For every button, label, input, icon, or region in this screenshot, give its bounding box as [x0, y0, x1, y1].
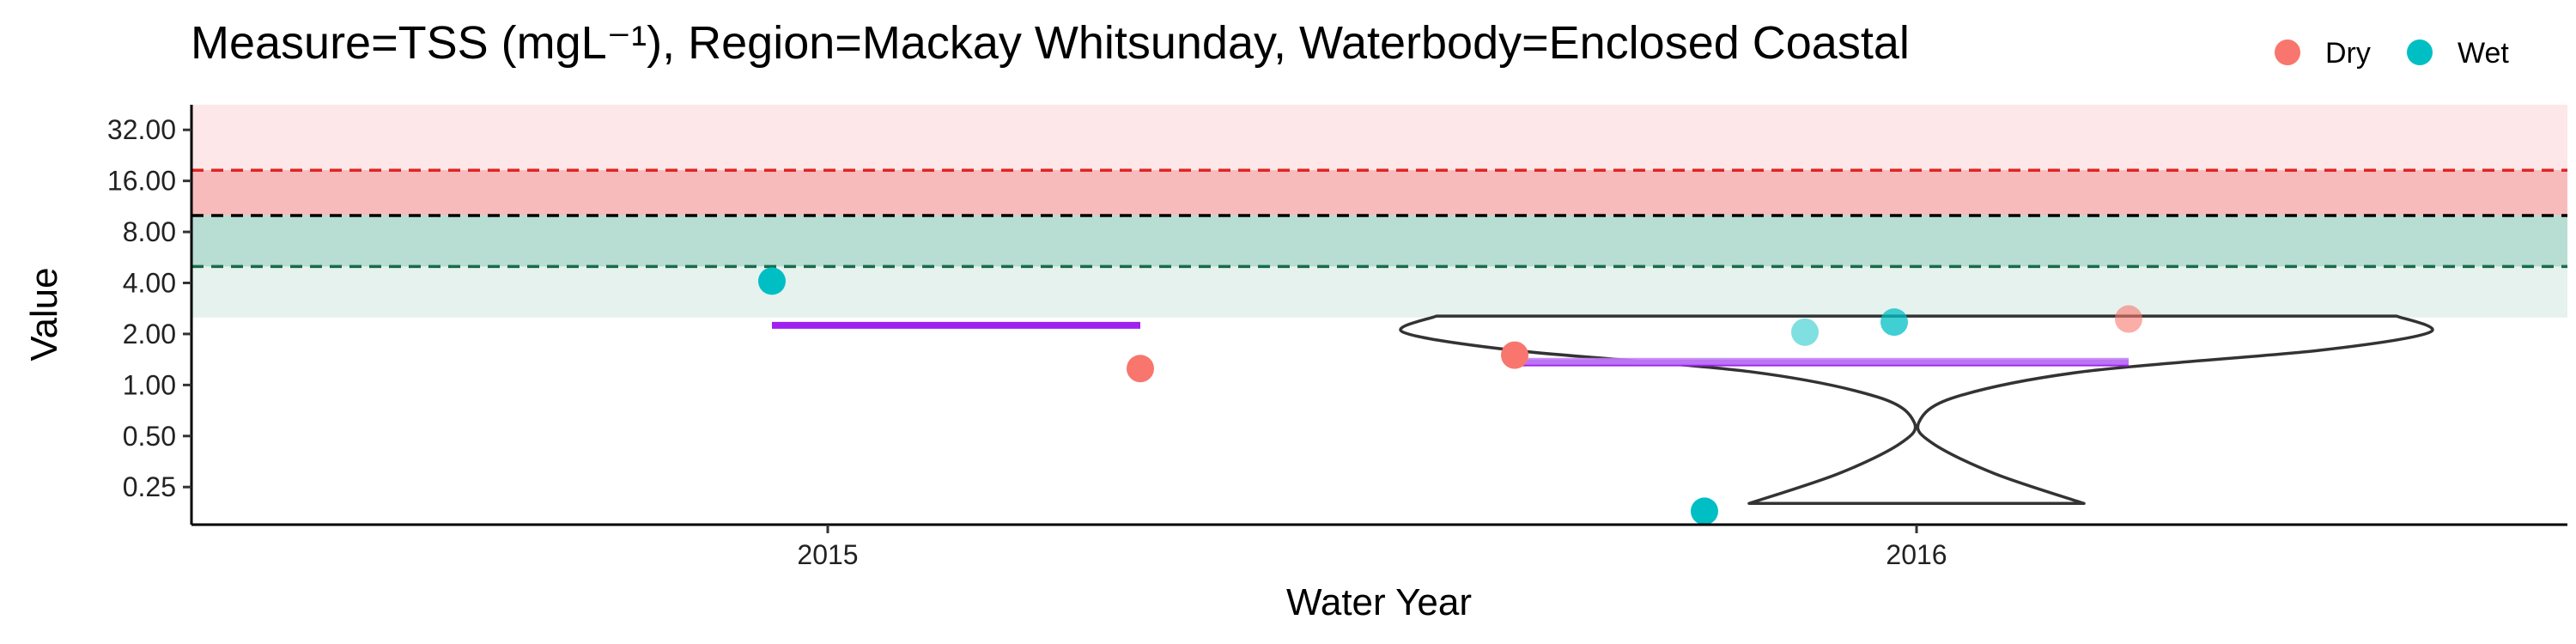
violin-2016 [1399, 314, 2434, 506]
background-band [191, 170, 2567, 216]
legend-dry-label: Dry [2325, 37, 2371, 70]
x-axis-title: Water Year [1286, 581, 1472, 623]
legend-wet-swatch [2407, 39, 2433, 65]
data-point [1127, 355, 1154, 383]
x-tick-label: 2016 [1886, 539, 1947, 570]
reference-lines [191, 168, 2567, 269]
x-tick-label: 2015 [797, 539, 858, 570]
violin-layer [1399, 314, 2434, 506]
legend-wet-label: Wet [2458, 37, 2509, 70]
y-ticks: 0.25 0.50 1.00 2.00 4.00 8.00 16.00 32.00 [107, 114, 191, 502]
legend: Dry Wet [2275, 37, 2509, 70]
data-point [1501, 341, 1528, 369]
median-lines [772, 321, 2129, 367]
y-tick-label: 2.00 [123, 319, 176, 349]
data-point [758, 267, 786, 295]
data-point [2115, 305, 2142, 333]
y-tick-label: 8.00 [123, 216, 176, 247]
legend-dry-swatch [2275, 39, 2300, 65]
y-tick-label: 4.00 [123, 268, 176, 299]
y-tick-label: 0.25 [123, 471, 176, 502]
y-tick-label: 0.50 [123, 421, 176, 452]
x-ticks: 2015 2016 [797, 525, 1947, 570]
background-band [191, 215, 2567, 267]
y-tick-label: 32.00 [107, 114, 176, 145]
data-point [1791, 318, 1819, 346]
y-tick-label: 1.00 [123, 369, 176, 400]
y-tick-label: 16.00 [107, 166, 176, 197]
data-point [1880, 308, 1908, 337]
background-bands [191, 105, 2567, 318]
y-axis-title: Value [23, 267, 65, 361]
chart-title: Measure=TSS (mgL⁻¹), Region=Mackay Whits… [191, 17, 1910, 69]
data-points [758, 267, 2142, 526]
data-point [1691, 497, 1718, 526]
axes [190, 105, 2567, 526]
